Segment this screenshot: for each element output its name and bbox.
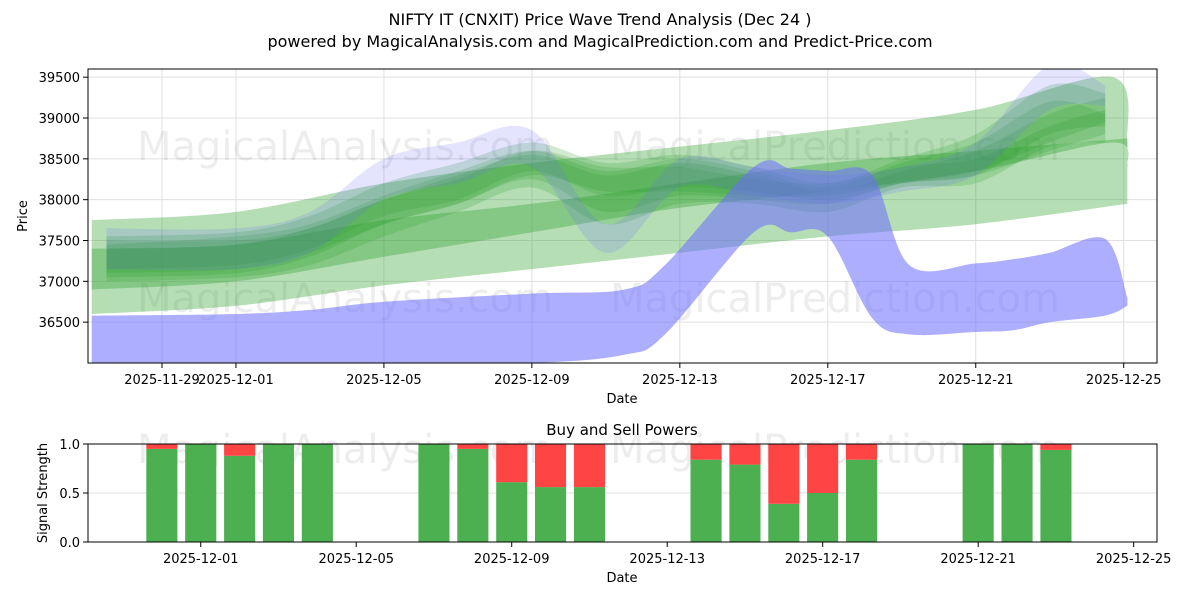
buy-bar [418,444,450,542]
bottom-panel-title: Buy and Sell Powers [546,421,698,439]
band-core-green-4 [106,109,1106,274]
sell-bar [457,444,489,449]
bottom-y-tick-label: 0.5 [59,487,80,502]
buy-bar [807,493,839,542]
sell-bar [807,444,839,493]
price-bands [91,69,1129,363]
sell-bar [224,444,256,456]
sell-bar [1040,444,1072,450]
bottom-x-tick-label: 2025-12-17 [785,552,861,567]
watermark-right-top: MagicalPrediction.com [610,124,1060,170]
sell-bar [573,444,605,488]
buy-bar [768,503,800,542]
top-y-tick-label: 39500 [39,71,80,86]
bottom-x-tick-label: 2025-12-13 [629,552,705,567]
sell-bar [846,444,878,460]
band-blue-wave [91,160,1128,363]
top-y-axis-label: Price [16,200,31,232]
buy-bar [846,459,878,542]
bottom-x-tick-label: 2025-12-01 [163,552,239,567]
buy-sell-bars [146,444,1072,542]
bottom-y-axis-label: Signal Strength [36,443,51,543]
watermark-left-top: MagicalAnalysis.com [137,124,553,170]
chart-title: NIFTY IT (CNXIT) Price Wave Trend Analys… [389,10,812,29]
bottom-x-ticks: 2025-12-01 2025-12-05 2025-12-09 2025-12-13… [163,542,1172,567]
sell-bar [535,444,567,488]
top-x-tick-label: 2025-12-13 [642,373,718,388]
buy-bar [729,464,761,542]
bottom-y-tick-label: 0.0 [59,536,80,551]
bottom-x-tick-label: 2025-12-05 [318,552,394,567]
price-wave-panel: MagicalAnalysis.com MagicalPrediction.co… [16,68,1161,407]
top-x-tick-label: 2025-12-21 [938,373,1014,388]
top-x-tick-label: 2025-12-25 [1086,373,1162,388]
sell-bar [729,444,761,465]
top-x-axis-label: Date [606,392,637,407]
top-x-tick-label: 2025-12-09 [494,373,570,388]
bottom-x-axis-label: Date [606,571,637,586]
top-x-tick-label: 2025-12-05 [346,373,422,388]
band-wide-green-upper [91,76,1129,290]
band-core-green-3 [106,97,1106,270]
buy-bar [146,448,178,542]
buy-bar [224,455,256,542]
sell-bar [496,444,528,483]
bottom-y-ticks: 0.0 0.5 1.0 [59,438,88,551]
bottom-x-tick-label: 2025-12-09 [474,552,550,567]
buy-bar [535,487,567,542]
top-plot-frame [87,68,1158,364]
chart-subtitle: powered by MagicalAnalysis.com and Magic… [267,32,932,51]
top-x-tick-label: 2025-12-17 [790,373,866,388]
band-faint-blue-upper [106,69,1106,271]
bottom-x-tick-label: 2025-12-21 [940,552,1016,567]
top-y-ticks: 36500 37000 37500 38000 38500 39000 39500 [39,71,88,331]
band-core-green-2 [106,100,1106,282]
top-y-tick-label: 38000 [39,194,80,209]
sell-bar [146,444,178,449]
buy-sell-panel: Buy and Sell Powers MagicalAnalysis.com … [36,421,1171,586]
top-y-tick-label: 37500 [39,235,80,250]
top-y-tick-label: 37000 [39,275,80,290]
top-y-tick-label: 36500 [39,316,80,331]
buy-bar [1001,444,1033,542]
band-core-green-1 [106,83,1106,278]
buy-bar [457,448,489,542]
buy-bar [185,444,217,542]
buy-bar [496,482,528,542]
buy-bar [1040,449,1072,542]
buy-bar [690,459,722,542]
buy-bar [962,444,994,542]
buy-bar [301,444,333,542]
top-y-tick-label: 39000 [39,112,80,127]
buy-bar [262,444,294,542]
top-x-tick-label: 2025-11-29 [124,373,200,388]
top-x-tick-label: 2025-12-01 [198,373,274,388]
bottom-x-tick-label: 2025-12-25 [1096,552,1172,567]
bottom-y-tick-label: 1.0 [59,438,80,453]
sell-bar [768,444,800,504]
sell-bar [690,444,722,460]
top-watermarks: MagicalAnalysis.com MagicalPrediction.co… [137,124,1060,322]
top-y-tick-label: 38500 [39,153,80,168]
buy-bar [573,487,605,542]
